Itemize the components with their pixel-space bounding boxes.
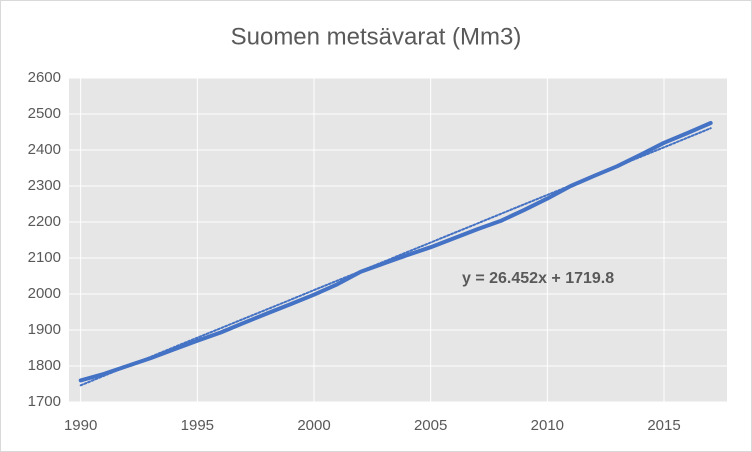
y-tick-label: 2100 <box>28 249 61 266</box>
y-tick-label: 1700 <box>28 393 61 410</box>
y-tick-label: 2400 <box>28 141 61 158</box>
y-tick-label: 2200 <box>28 213 61 230</box>
y-tick-label: 2600 <box>28 69 61 86</box>
x-tick-label: 2010 <box>531 417 564 434</box>
y-tick-label: 1800 <box>28 357 61 374</box>
trendline <box>79 127 712 387</box>
x-tick-label: 1995 <box>181 417 214 434</box>
x-tick-label: 2015 <box>647 417 680 434</box>
y-tick-label: 2300 <box>28 177 61 194</box>
trendline-equation: y = 26.452x + 1719.8 <box>462 270 614 287</box>
chart-title: Suomen metsävarat (Mm3) <box>231 23 522 50</box>
y-tick-label: 1900 <box>28 321 61 338</box>
x-tick-label: 1990 <box>64 417 97 434</box>
x-tick-label: 2000 <box>297 417 330 434</box>
x-tick-label: 2005 <box>414 417 447 434</box>
y-tick-label: 2000 <box>28 285 61 302</box>
y-tick-label: 2500 <box>28 105 61 122</box>
